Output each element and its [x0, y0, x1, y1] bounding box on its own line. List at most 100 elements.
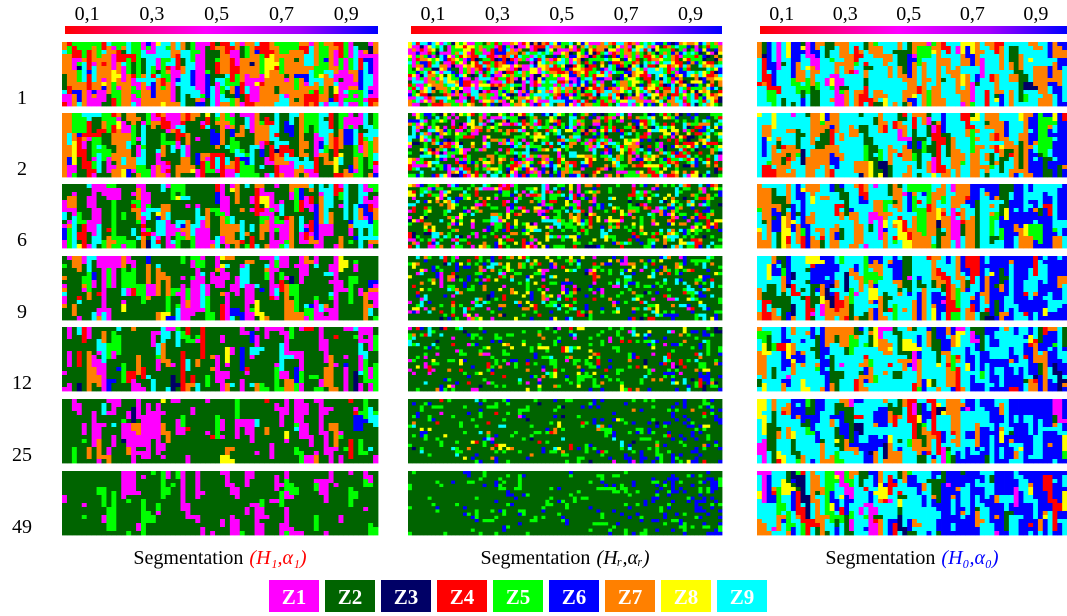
segment-cell	[690, 77, 695, 81]
segment-cell	[229, 495, 236, 516]
segment-cell	[269, 121, 275, 126]
segment-cell	[244, 327, 251, 332]
segment-cell	[180, 399, 186, 416]
segment-cell	[631, 122, 637, 127]
segment-cell	[553, 119, 558, 123]
segment-cell	[498, 99, 503, 104]
segment-cell	[215, 58, 221, 63]
segment-cell	[447, 238, 452, 249]
segment-cell	[494, 184, 499, 188]
segment-cell	[639, 83, 644, 88]
segment-cell	[513, 102, 519, 107]
segment-cell	[86, 161, 93, 178]
segment-cell	[627, 70, 633, 75]
segment-cell	[259, 327, 265, 348]
segment-cell	[651, 132, 656, 155]
segment-cell	[328, 399, 334, 408]
segment-cell	[126, 58, 132, 75]
segment-cell	[131, 212, 137, 229]
segment-cell	[462, 238, 468, 242]
segment-cell	[427, 45, 432, 49]
segment-cell	[678, 74, 684, 78]
segment-cell	[498, 190, 503, 194]
segment-cell	[435, 90, 440, 97]
segment-cell	[145, 125, 152, 170]
segment-cell	[659, 164, 664, 168]
segment-cell	[580, 67, 586, 72]
segment-cell	[459, 54, 464, 59]
segment-cell	[289, 184, 295, 193]
segment-cell	[647, 129, 652, 133]
segment-cell	[506, 96, 511, 100]
segment-cell	[106, 379, 112, 392]
segment-cell	[111, 491, 117, 532]
segment-cell	[66, 399, 73, 464]
segment-cell	[86, 70, 93, 75]
segment-cell	[623, 90, 629, 94]
segment-cell	[580, 173, 586, 178]
segment-cell	[545, 145, 550, 149]
segment-cell	[190, 276, 196, 281]
segment-cell	[486, 122, 491, 127]
segment-cell	[490, 232, 495, 236]
segment-cell	[682, 51, 688, 56]
segment-cell	[62, 224, 68, 229]
segment-cell	[682, 99, 688, 104]
segment-cell	[145, 220, 152, 229]
segment-cell	[545, 54, 550, 59]
segment-cell	[474, 54, 480, 59]
segment-cell	[353, 184, 359, 205]
segment-cell	[667, 61, 672, 65]
segment-cell	[506, 232, 511, 236]
segment-cell	[150, 121, 157, 130]
segment-cell	[415, 138, 421, 143]
segment-cell	[160, 220, 167, 237]
segment-cell	[447, 54, 452, 59]
segment-cell	[328, 308, 334, 321]
segment-cell	[423, 138, 429, 143]
segment-cell	[580, 119, 586, 123]
segment-cell	[533, 151, 538, 155]
segment-cell	[318, 304, 325, 313]
segment-cell	[66, 208, 73, 213]
segment-cell	[62, 292, 68, 297]
segment-cell	[466, 45, 472, 52]
segment-cell	[706, 164, 711, 168]
segment-cell	[718, 122, 723, 127]
segment-cell	[96, 268, 102, 293]
segment-cell	[318, 153, 325, 158]
segment-cell	[568, 45, 574, 49]
segment-cell	[670, 170, 676, 175]
segment-cell	[498, 102, 503, 107]
segment-cell	[121, 46, 127, 51]
segment-cell	[303, 308, 310, 317]
segment-cell	[254, 113, 260, 146]
segment-cell	[195, 359, 201, 368]
segment-cell	[604, 96, 609, 104]
segment-cell	[486, 200, 491, 204]
segment-cell	[572, 145, 578, 152]
segment-cell	[111, 153, 117, 162]
segment-cell	[667, 138, 672, 143]
segment-cell	[229, 483, 236, 496]
segment-cell	[447, 151, 452, 159]
segment-cell	[557, 129, 562, 136]
segment-cell	[165, 121, 172, 130]
segment-cell	[269, 212, 275, 249]
segment-cell	[459, 238, 464, 242]
segment-cell	[451, 232, 456, 239]
segment-cell	[411, 122, 417, 127]
segment-cell	[200, 527, 206, 536]
segment-cell	[205, 98, 211, 107]
segment-cell	[541, 113, 546, 117]
segment-cell	[111, 447, 117, 464]
segment-cell	[220, 86, 226, 95]
segment-cell	[373, 308, 379, 317]
segment-cell	[490, 90, 495, 94]
segment-cell	[224, 169, 231, 178]
segment-cell	[568, 64, 574, 68]
segment-cell	[323, 145, 330, 154]
segment-cell	[580, 99, 586, 104]
segment-cell	[155, 212, 162, 217]
segment-cell	[106, 415, 112, 448]
